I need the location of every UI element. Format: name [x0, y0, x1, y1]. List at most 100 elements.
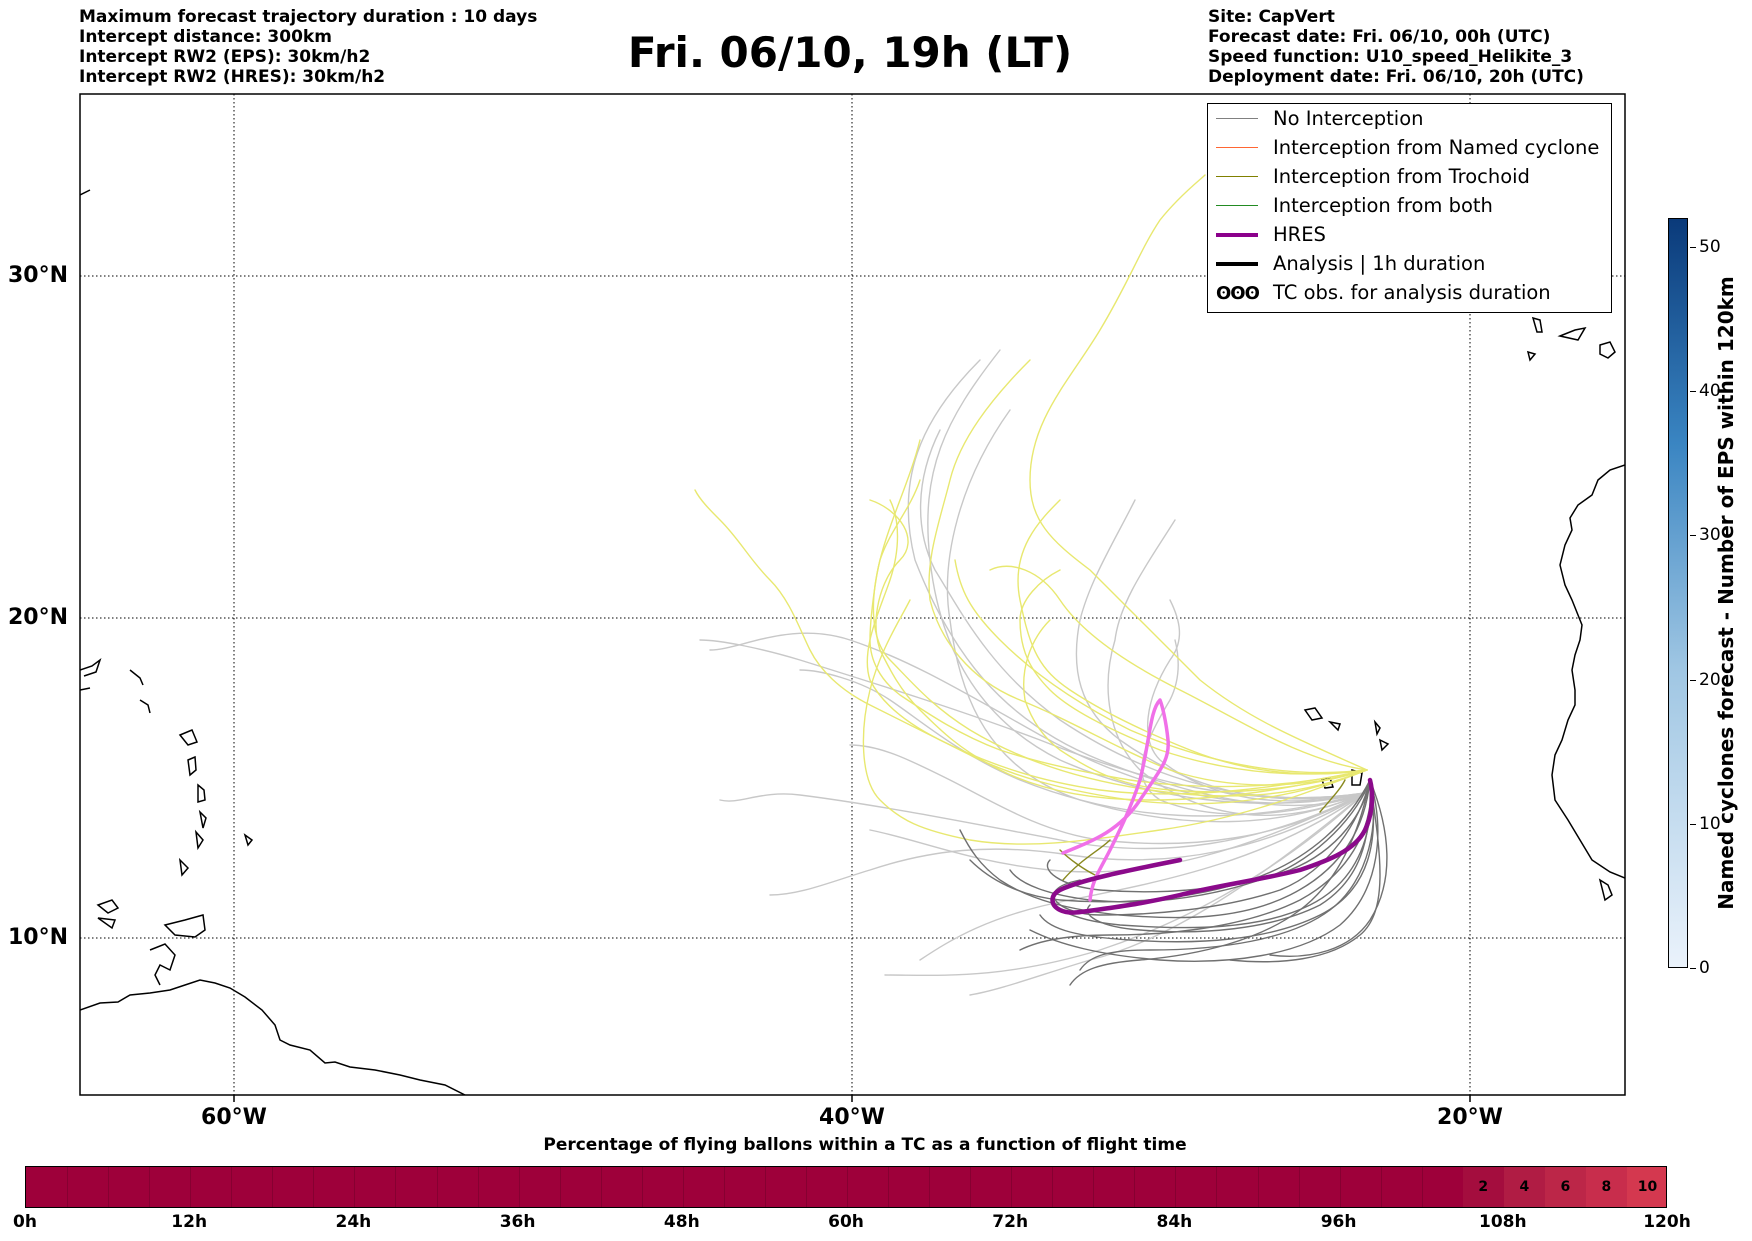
track-trochoid-light	[1029, 174, 1368, 771]
track-no-interception	[1229, 779, 1381, 963]
track-no-interception-light	[699, 639, 1366, 799]
coast-island-13	[139, 699, 151, 714]
track-hres-light	[1061, 698, 1170, 902]
timebar-tick	[1093, 1167, 1095, 1207]
coast-africa-islands	[1598, 878, 1613, 902]
header-left-info: Maximum forecast trajectory duration : 1…	[79, 7, 537, 87]
legend-label-hres: HRES	[1273, 223, 1326, 246]
legend-item-analysis: Analysis | 1h duration	[1212, 251, 1608, 277]
timebar-tick	[723, 1167, 725, 1207]
timebar-label: 108h	[1479, 1212, 1527, 1232]
timebar-tick	[272, 1167, 274, 1207]
coast-island-2	[97, 917, 117, 930]
track-trochoid-light	[989, 565, 1368, 771]
legend-label-no-interception: No Interception	[1273, 107, 1424, 130]
timebar-segment-label: 2	[1478, 1179, 1489, 1195]
lat-label-30n: 30°N	[8, 263, 69, 288]
colorbar-tick-label: 40	[1699, 381, 1721, 402]
track-no-interception-light	[869, 792, 1366, 873]
track-no-interception	[1029, 779, 1379, 962]
coast-south-america-2	[149, 943, 176, 986]
timebar-segment: 8	[1585, 1167, 1627, 1207]
timebar-tick	[477, 1167, 479, 1207]
track-no-interception-light	[969, 792, 1366, 996]
timebar-segment-label: 8	[1601, 1179, 1612, 1195]
lon-label-40w: 40°W	[819, 1105, 885, 1130]
page-title: Fri. 06/10, 19h (LT)	[627, 28, 1073, 77]
timebar-tick	[190, 1167, 192, 1207]
track-no-interception-light	[927, 349, 1366, 804]
timebar-tick	[1216, 1167, 1218, 1207]
map-legend: No Interception Interception from Named …	[1207, 103, 1612, 313]
timebar-segment: 4	[1503, 1167, 1545, 1207]
track-no-interception-light	[946, 409, 1366, 823]
timebar-label: 12h	[171, 1212, 208, 1232]
timebar-tick	[764, 1167, 766, 1207]
colorbar-tick-label: 10	[1699, 813, 1721, 834]
track-no-interception-light	[919, 792, 1366, 961]
intercept-hres-text: Intercept RW2 (HRES): 30km/h2	[79, 67, 386, 87]
timebar-tick	[970, 1167, 972, 1207]
legend-item-both: Interception from both	[1212, 193, 1608, 219]
timebar-title: Percentage of flying ballons within a TC…	[543, 1135, 1187, 1155]
legend-item-hres: HRES	[1212, 222, 1608, 248]
track-no-interception	[1079, 779, 1375, 971]
timebar-tick	[395, 1167, 397, 1207]
track-no-interception-light	[1107, 519, 1366, 816]
colorbar-tick-label: 0	[1699, 958, 1710, 978]
track-trochoid-light	[694, 489, 1368, 805]
coastlines	[80, 189, 1625, 1095]
tc-obs-icon: ʘʘʘ	[1216, 283, 1260, 304]
legend-swatch-hres	[1216, 232, 1258, 237]
track-no-interception-light	[799, 669, 1366, 817]
timebar-tick	[1011, 1167, 1013, 1207]
legend-item-trochoid: Interception from Trochoid	[1212, 164, 1608, 190]
timebar-label: 24h	[335, 1212, 372, 1232]
timebar-tick	[231, 1167, 233, 1207]
legend-swatch-analysis	[1216, 262, 1258, 266]
timebar-tick	[67, 1167, 69, 1207]
track-no-interception	[1053, 779, 1371, 916]
track-no-interception-light	[769, 792, 1366, 896]
track-trochoid-light	[1017, 499, 1368, 775]
track-no-interception-light	[719, 792, 1366, 850]
timebar-tick	[1175, 1167, 1177, 1207]
coast-island-5	[178, 729, 199, 746]
coast-canary-3	[1599, 341, 1616, 359]
legend-label-trochoid: Interception from Trochoid	[1273, 165, 1530, 188]
lon-label-60w: 60°W	[201, 1105, 267, 1130]
timebar-label: 120h	[1643, 1212, 1691, 1232]
coast-island-8	[198, 809, 207, 829]
coast-trinidad	[163, 914, 206, 938]
track-trochoid-light	[1023, 619, 1368, 793]
coast-island-7	[197, 783, 206, 803]
track-no-interception-light	[884, 792, 1366, 977]
legend-label-both: Interception from both	[1273, 194, 1493, 217]
track-hres	[1050, 777, 1375, 915]
colorbar-tick	[1690, 823, 1696, 825]
timebar-segment: 6	[1544, 1167, 1586, 1207]
legend-swatch-no-interception	[1216, 118, 1258, 120]
coast-capvert-2	[1327, 720, 1341, 732]
coast-island-4	[80, 687, 91, 691]
track-no-interception-light	[709, 632, 1366, 804]
timebar-tick	[1421, 1167, 1423, 1207]
coast-island-12	[129, 669, 144, 686]
legend-label-named-cyclone: Interception from Named cyclone	[1273, 136, 1600, 159]
intercept-distance-text: Intercept distance: 300km	[79, 27, 332, 47]
cyclone-colorbar	[1668, 218, 1688, 968]
coast-canary-4	[1526, 350, 1537, 362]
legend-item-tc-obs: ʘʘʘ TC obs. for analysis duration	[1212, 280, 1608, 306]
site-text: Site: CapVert	[1208, 7, 1335, 27]
coast-island-11	[243, 833, 254, 847]
track-trochoid-light	[869, 479, 1368, 788]
track-trochoid-light	[862, 599, 1368, 845]
track-no-interception	[1269, 779, 1388, 957]
track-trochoid-light	[872, 439, 1368, 797]
timebar-tick	[1298, 1167, 1300, 1207]
timebar-tick	[1257, 1167, 1259, 1207]
timebar-tick	[847, 1167, 848, 1207]
timebar-tick	[354, 1167, 356, 1207]
colorbar-tick	[1690, 679, 1696, 681]
